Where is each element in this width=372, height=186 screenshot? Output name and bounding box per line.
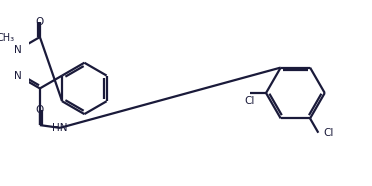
Text: HN: HN <box>52 123 68 133</box>
Text: Cl: Cl <box>324 128 334 138</box>
Text: Cl: Cl <box>244 96 255 106</box>
Text: O: O <box>36 17 44 27</box>
Text: N: N <box>14 70 22 81</box>
Text: CH₃: CH₃ <box>0 33 15 43</box>
Text: N: N <box>14 45 22 55</box>
Text: O: O <box>36 105 44 116</box>
